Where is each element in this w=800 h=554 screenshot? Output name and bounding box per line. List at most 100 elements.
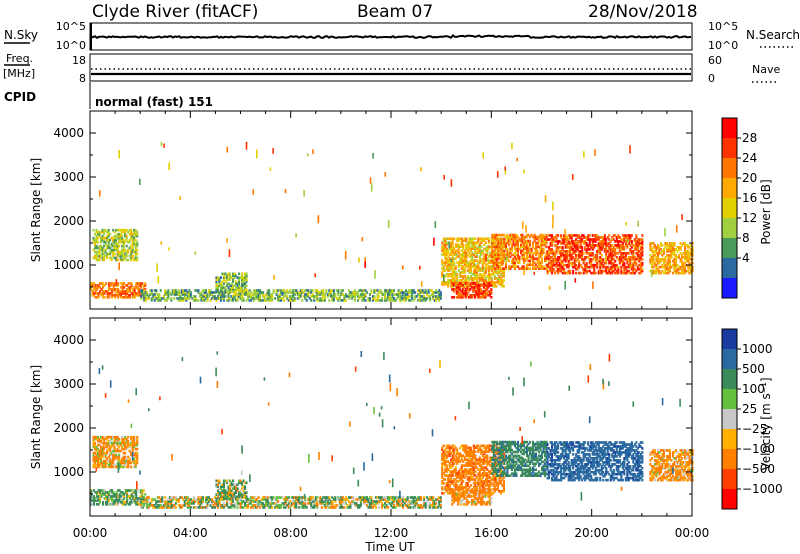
x-tick-label: 12:00: [374, 526, 409, 540]
scatter-region: [90, 282, 147, 299]
power-y-axis: 4000 3000 2000 1000: [53, 110, 692, 288]
colorbar-tick-label: 16: [742, 191, 757, 205]
scatter-region: [140, 496, 442, 509]
colorbar-tick-label: 28: [742, 131, 757, 145]
colorbar-cell: [722, 118, 737, 139]
power-frame: [89, 110, 693, 310]
x-tick-label: 00:00: [675, 526, 710, 540]
beam-title: Beam 07: [357, 2, 433, 22]
colorbar-cell: [722, 138, 737, 159]
colorbar-cell: [722, 489, 737, 510]
x-axis-label: Time UT: [364, 540, 415, 554]
scatter-region: [546, 234, 644, 275]
power-heatmap: [90, 141, 694, 302]
scatter-region: [451, 489, 493, 506]
scatter-region: [649, 242, 694, 275]
velocity-heatmap: [90, 351, 694, 509]
colorbar-tick-label: −100: [742, 442, 775, 456]
freq-tick-top: 18: [72, 54, 86, 67]
x-tick-label: 08:00: [273, 526, 308, 540]
power-y-label: Slant Range [km]: [29, 158, 43, 262]
colorbar-tick-label: 1000: [742, 342, 773, 356]
y-tick-label: 4000: [53, 126, 84, 140]
colorbar-tick-label: 25: [742, 402, 757, 416]
nave-tick-bottom: 0: [708, 72, 715, 85]
colorbar-cell: [722, 238, 737, 259]
nsearch-tick-bottom: 10^0: [708, 39, 738, 52]
colorbar-tick-label: 4: [742, 251, 750, 265]
y-tick-label: 1000: [53, 258, 84, 272]
y-tick-label: 2000: [53, 421, 84, 435]
sparse-echoes: [98, 141, 683, 290]
colorbar-cell: [722, 278, 737, 299]
nsky-tick-top: 10^5: [56, 20, 86, 33]
scatter-region: [546, 441, 644, 482]
colorbar-cell: [722, 329, 737, 350]
colorbar-cell: [722, 349, 737, 370]
power-colorbar: 28 24 20 16 12 8 4: [721, 117, 757, 299]
scatter-region: [451, 282, 493, 299]
colorbar-tick-label: −25: [742, 422, 767, 436]
colorbar-frame: [721, 328, 738, 510]
nsky-label: N.Sky: [4, 28, 38, 42]
date-title: 28/Nov/2018: [588, 2, 698, 22]
colorbar-cell: [722, 198, 737, 219]
scatter-region: [491, 233, 548, 270]
velocity-bar-label: Velocity [m s⁻¹]: [759, 377, 773, 470]
velocity-y-axis: 4000 3000 2000 1000: [53, 317, 692, 495]
scatter-region: [491, 440, 548, 477]
scatter-region: [90, 489, 147, 506]
colorbar-tick-label: 500: [742, 362, 765, 376]
colorbar-cell: [722, 369, 737, 390]
nsearch-label: N.Search: [746, 28, 800, 42]
scatter-region: [215, 272, 248, 293]
colorbar-tick-label: 24: [742, 151, 757, 165]
freq-unit: [MHz]: [3, 67, 35, 80]
colorbar-tick-label: −1000: [742, 482, 783, 496]
nsky-trace: [90, 34, 692, 39]
colorbar-tick-label: −500: [742, 462, 775, 476]
x-tick-label: 20:00: [574, 526, 609, 540]
nsky-tick-bottom: 10^0: [56, 39, 86, 52]
freq-panel: [89, 53, 693, 82]
colorbar-frame: [721, 117, 738, 299]
nave-tick-top: 60: [708, 54, 722, 67]
scatter-region: [140, 289, 442, 302]
scatter-region: [649, 449, 694, 482]
y-tick-label: 2000: [53, 214, 84, 228]
colorbar-tick-label: 20: [742, 171, 757, 185]
x-tick-label: 04:00: [173, 526, 208, 540]
scatter-region: [92, 228, 139, 262]
colorbar-cell: [722, 158, 737, 179]
x-tick-label: 16:00: [474, 526, 509, 540]
y-tick-label: 3000: [53, 170, 84, 184]
colorbar-cell: [722, 218, 737, 239]
cpid-value: normal (fast) 151: [95, 95, 213, 109]
velocity-frame: [89, 317, 693, 517]
y-tick-label: 4000: [53, 333, 84, 347]
scatter-region: [215, 479, 248, 500]
time-axis: 00:00 04:00 08:00 12:00 16:00 20:00 00:00: [73, 111, 710, 540]
scatter-region: [92, 435, 139, 469]
sparse-echoes: [90, 351, 681, 501]
nsearch-tick-top: 10^5: [708, 20, 738, 33]
colorbar-cell: [722, 178, 737, 199]
colorbar-tick-label: 8: [742, 231, 750, 245]
colorbar-tick-label: 12: [742, 211, 757, 225]
station-title: Clyde River (fitACF): [92, 2, 258, 22]
velocity-colorbar: 1000 500 100 25 −25 −100 −500 −1000: [721, 328, 783, 510]
colorbar-cell: [722, 429, 737, 450]
cpid-label: CPID: [4, 90, 36, 104]
colorbar-tick-label: 100: [742, 382, 765, 396]
colorbar-cell: [722, 449, 737, 470]
freq-tick-bottom: 8: [79, 72, 86, 85]
colorbar-cell: [722, 409, 737, 430]
velocity-y-label: Slant Range [km]: [29, 365, 43, 469]
colorbar-cell: [722, 389, 737, 410]
colorbar-cell: [722, 258, 737, 279]
power-bar-label: Power [dB]: [759, 179, 773, 244]
y-tick-label: 3000: [53, 377, 84, 391]
x-tick-label: 00:00: [73, 526, 108, 540]
y-tick-label: 1000: [53, 465, 84, 479]
